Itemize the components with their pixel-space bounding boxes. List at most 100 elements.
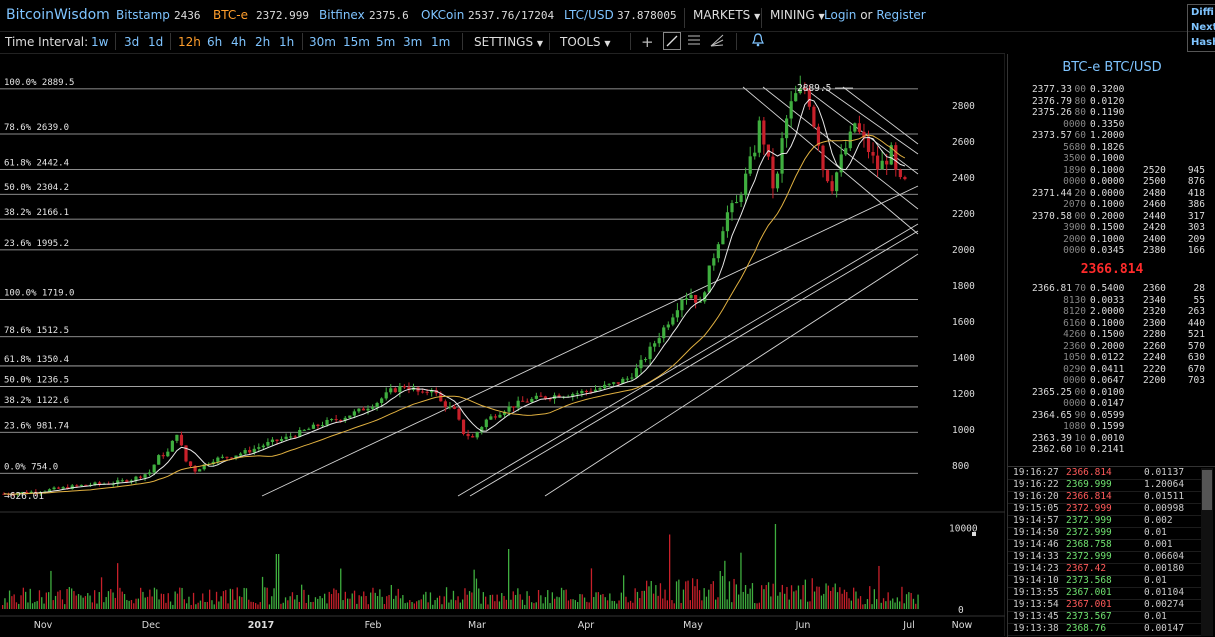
bid-row[interactable]: 8130 0.0033 2340 55 xyxy=(1008,295,1215,307)
mining-label: MINING xyxy=(770,8,815,22)
ask-row[interactable]: 3900 0.1500 2420 303 xyxy=(1008,222,1215,234)
bid-row[interactable]: 0000 0.0147 xyxy=(1008,398,1215,410)
ask-row[interactable]: 2371.44 20 0.0000 2480 418 xyxy=(1008,188,1215,200)
bid-row[interactable]: 2360 0.2000 2260 570 xyxy=(1008,341,1215,353)
candle-body xyxy=(389,388,393,393)
bid-row[interactable]: 2364.65 90 0.0599 xyxy=(1008,410,1215,422)
bid-row[interactable]: 2362.60 10 0.2141 xyxy=(1008,444,1215,456)
trade-history[interactable]: 19:16:27 2366.814 0.01137 19:16:22 2369.999 1… xyxy=(1007,466,1215,637)
candle-body xyxy=(66,487,70,489)
candle-body xyxy=(234,455,238,458)
ask-row[interactable]: 0000 0.0345 2380 166 xyxy=(1008,245,1215,257)
exchange-ltcusd[interactable]: LTC/USD xyxy=(564,8,614,22)
volume-bar xyxy=(192,592,195,609)
interval-30m[interactable]: 30m xyxy=(309,35,336,49)
bid-row[interactable]: 0290 0.0411 2220 670 xyxy=(1008,364,1215,376)
candle-body xyxy=(193,465,197,472)
bid-row[interactable]: 2363.39 10 0.0010 xyxy=(1008,433,1215,445)
bid-row[interactable]: 0000 0.0647 2200 703 xyxy=(1008,375,1215,387)
exchange-bitfinex[interactable]: Bitfinex xyxy=(319,8,365,22)
ask-row[interactable]: 2070 0.1000 2460 386 xyxy=(1008,199,1215,211)
interval-3d[interactable]: 3d xyxy=(124,35,140,49)
ask-row[interactable]: 2370.58 00 0.2000 2440 317 xyxy=(1008,211,1215,223)
candle-body xyxy=(593,389,598,392)
trade-row-divider xyxy=(1008,479,1203,480)
interval-4h[interactable]: 4h xyxy=(231,35,247,49)
register-link[interactable]: Register xyxy=(876,8,926,22)
ask-row[interactable]: 2375.26 80 0.1190 xyxy=(1008,107,1215,119)
fib-fan-icon[interactable] xyxy=(709,32,725,51)
exchange-btce[interactable]: BTC-e xyxy=(213,8,248,22)
interval-1d[interactable]: 1d xyxy=(148,35,164,49)
bid-amount: 0.0599 xyxy=(1090,409,1125,421)
bid-row[interactable]: 2366.81 70 0.5400 2360 28 xyxy=(1008,283,1215,295)
candle-body xyxy=(384,392,388,399)
trendline-tool-icon[interactable] xyxy=(663,32,681,50)
candle-body xyxy=(225,456,229,458)
exchange-bitstamp[interactable]: Bitstamp xyxy=(116,8,170,22)
ask-row[interactable]: 0000 0.0000 2500 876 xyxy=(1008,176,1215,188)
volume-bar xyxy=(383,604,386,609)
bid-price-suffix: 8120 xyxy=(1063,306,1086,317)
interval-3m[interactable]: 3m xyxy=(403,35,423,49)
ask-row[interactable]: 0000 0.3350 xyxy=(1008,119,1215,131)
login-link[interactable]: Login xyxy=(824,8,857,22)
interval-12h[interactable]: 12h xyxy=(178,35,201,49)
trade-time: 19:14:46 xyxy=(1013,539,1059,550)
interval-6h[interactable]: 6h xyxy=(207,35,223,49)
bid-row[interactable]: 1050 0.0122 2240 630 xyxy=(1008,352,1215,364)
ask-row[interactable]: 3500 0.1000 xyxy=(1008,153,1215,165)
ask-row[interactable]: 2373.57 60 1.2000 xyxy=(1008,130,1215,142)
brand-logo[interactable]: BitcoinWisdom xyxy=(6,7,110,23)
volume-bar xyxy=(395,595,397,609)
volume-bar xyxy=(675,581,678,609)
price-chart[interactable]: 100.0% 2889.5 78.6% 2639.0 61.8% 2442.4 50.… xyxy=(0,54,1005,636)
bid-row[interactable]: 4260 0.1500 2280 521 xyxy=(1008,329,1215,341)
trade-scrollbar-thumb[interactable] xyxy=(1202,470,1212,510)
volume-bar xyxy=(236,587,238,609)
bell-icon[interactable] xyxy=(750,32,766,51)
mining-menu[interactable]: MINING ▼ xyxy=(770,8,825,22)
ask-row[interactable]: 1890 0.1000 2520 945 xyxy=(1008,165,1215,177)
markets-menu[interactable]: MARKETS ▼ xyxy=(693,8,760,22)
candle-body xyxy=(334,419,338,421)
volume-bar xyxy=(45,592,47,609)
interval-15m[interactable]: 15m xyxy=(343,35,370,49)
candle-body xyxy=(61,487,65,489)
next-label[interactable]: Next xyxy=(1191,22,1215,33)
volume-bar xyxy=(261,576,264,609)
candle-body xyxy=(748,156,752,174)
volume-bar xyxy=(583,597,586,609)
volume-bar xyxy=(100,577,103,609)
time-tick-label: 2017 xyxy=(248,620,274,631)
settings-menu[interactable]: SETTINGS ▼ xyxy=(474,35,543,49)
interval-1h[interactable]: 1h xyxy=(279,35,295,49)
interval-5m[interactable]: 5m xyxy=(376,35,396,49)
price-tick-label: 1800 xyxy=(952,281,975,292)
interval-1m[interactable]: 1m xyxy=(431,35,451,49)
trade-scrollbar[interactable] xyxy=(1201,468,1213,636)
interval-1w[interactable]: 1w xyxy=(91,35,109,49)
trendline xyxy=(842,86,919,145)
interval-2h[interactable]: 2h xyxy=(255,35,271,49)
ask-row[interactable]: 2000 0.1000 2400 209 xyxy=(1008,234,1215,246)
ask-row[interactable]: 2376.79 80 0.0120 xyxy=(1008,96,1215,108)
ask-amount: 0.3350 xyxy=(1090,118,1125,130)
ask-row[interactable]: 5680 0.1826 xyxy=(1008,142,1215,154)
ask-row[interactable]: 2377.33 00 0.3200 xyxy=(1008,84,1215,96)
difficulty-label[interactable]: Diffi xyxy=(1191,7,1214,18)
bid-row[interactable]: 2365.25 00 0.0100 xyxy=(1008,387,1215,399)
crosshair-icon[interactable]: + xyxy=(641,33,654,51)
horizontal-lines-icon[interactable] xyxy=(686,32,702,51)
bid-row[interactable]: 8120 2.0000 2320 263 xyxy=(1008,306,1215,318)
bid-row[interactable]: 1080 0.1599 xyxy=(1008,421,1215,433)
fib-label: 100.0% 1719.0 xyxy=(4,289,74,299)
exchange-okcoin[interactable]: OKCoin xyxy=(421,8,465,22)
bid-row[interactable]: 6160 0.1000 2300 440 xyxy=(1008,318,1215,330)
tools-menu[interactable]: TOOLS ▼ xyxy=(560,35,611,49)
volume-bar xyxy=(365,596,367,609)
hashrate-label[interactable]: Hash xyxy=(1191,37,1215,48)
volume-bar xyxy=(367,604,369,609)
candle-body xyxy=(757,120,761,153)
trade-price: 2372.999 xyxy=(1066,503,1112,514)
